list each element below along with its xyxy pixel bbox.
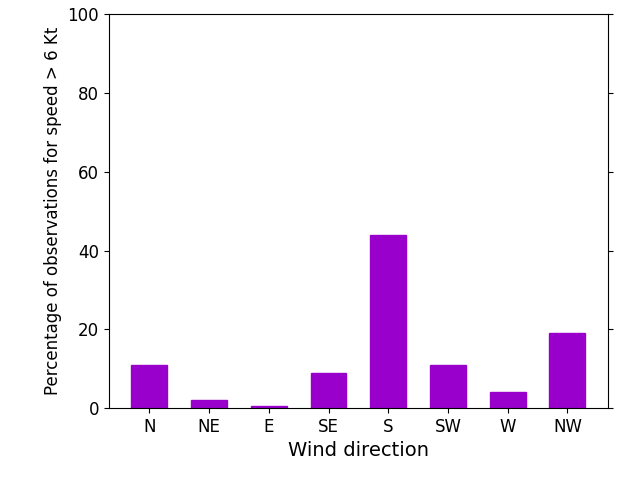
Bar: [430, 365, 466, 408]
Bar: [251, 406, 287, 408]
X-axis label: Wind direction: Wind direction: [288, 441, 429, 460]
Bar: [131, 365, 167, 408]
Bar: [490, 392, 525, 408]
Bar: [191, 400, 227, 408]
Bar: [371, 235, 406, 408]
Bar: [550, 333, 586, 408]
Y-axis label: Percentage of observations for speed > 6 Kt: Percentage of observations for speed > 6…: [44, 27, 62, 396]
Bar: [310, 372, 346, 408]
